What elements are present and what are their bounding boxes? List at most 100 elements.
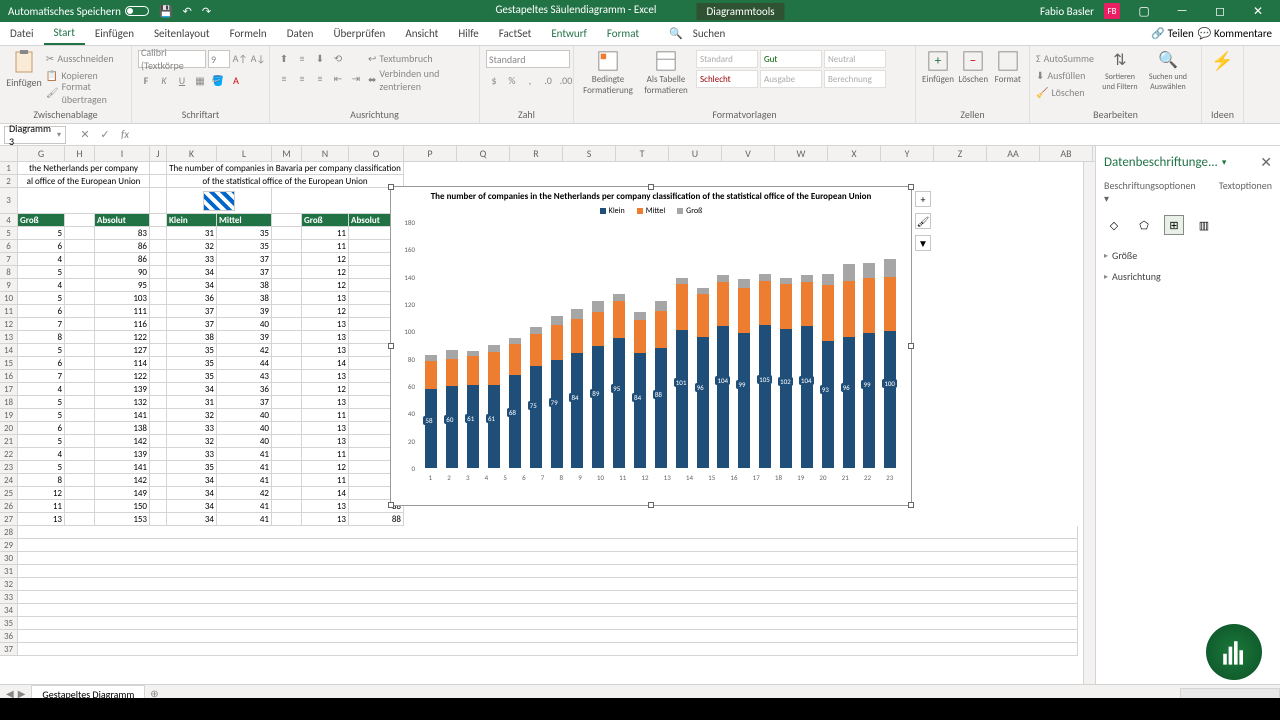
orientation-icon[interactable]: ⟲ [330, 50, 346, 66]
style-neutral[interactable]: Neutral [824, 50, 886, 68]
clear-button[interactable]: 🧹 Löschen [1036, 84, 1094, 101]
panel-tab-text-opts[interactable]: Textoptionen [1219, 179, 1272, 205]
tab-überprüfen[interactable]: Überprüfen [323, 22, 395, 45]
ideas-button[interactable]: ⚡ [1208, 50, 1237, 72]
col-header[interactable]: V [722, 146, 775, 161]
delete-cells-button[interactable]: −Löschen [958, 50, 989, 85]
chart-plot-area[interactable]: 020406080100120140160180 58 60 61 61 68 [421, 222, 901, 482]
bold-icon[interactable]: F [138, 72, 154, 88]
col-header[interactable]: I [95, 146, 150, 161]
embedded-chart[interactable]: + 🖌 ▼ The number of companies in the Net… [390, 186, 912, 506]
style-schlecht[interactable]: Schlecht [696, 70, 758, 88]
cond-format-button[interactable]: Bedingte Formatierung [580, 50, 636, 96]
fx-icon[interactable]: fx [116, 126, 134, 144]
style-standard[interactable]: Standard [696, 50, 758, 68]
enter-formula-icon[interactable]: ✓ [96, 126, 114, 144]
tab-einfügen[interactable]: Einfügen [85, 22, 144, 45]
col-header[interactable]: W [775, 146, 828, 161]
style-ausgabe[interactable]: Ausgabe [760, 70, 822, 88]
align-center-icon[interactable]: ≡ [294, 70, 310, 86]
border-icon[interactable]: ▦ [192, 72, 208, 88]
decrease-font-icon[interactable]: A↓ [250, 50, 266, 66]
col-header[interactable]: H [65, 146, 95, 161]
col-header[interactable]: AA [987, 146, 1040, 161]
col-header[interactable]: J [150, 146, 167, 161]
increase-font-icon[interactable]: A↑ [232, 50, 248, 66]
merge-button[interactable]: ⬌ Verbinden und zentrieren [368, 71, 473, 88]
align-left-icon[interactable]: ≡ [276, 70, 292, 86]
indent-dec-icon[interactable]: ⇤ [330, 70, 346, 86]
font-color-icon[interactable]: A [228, 72, 244, 88]
col-header[interactable]: N [302, 146, 349, 161]
user-name[interactable]: Fabio Basler [1040, 5, 1094, 18]
col-header[interactable]: Z [934, 146, 987, 161]
col-header[interactable]: Y [881, 146, 934, 161]
maximize-icon[interactable]: ◻ [1206, 4, 1234, 19]
redo-icon[interactable]: ↷ [202, 5, 211, 18]
sort-filter-button[interactable]: ⇅Sortieren und Filtern [1098, 50, 1142, 92]
wrap-text-button[interactable]: ↩ Textumbruch [368, 50, 473, 67]
comments-button[interactable]: 💬 Kommentare [1198, 27, 1272, 40]
inc-dec-icon[interactable]: .0 [540, 72, 556, 88]
col-header[interactable]: L [217, 146, 272, 161]
col-header[interactable]: G [18, 146, 65, 161]
find-select-button[interactable]: 🔍Suchen und Auswählen [1146, 50, 1190, 92]
label-opts-icon[interactable]: ▥ [1194, 215, 1214, 235]
dec-dec-icon[interactable]: .00 [558, 72, 574, 88]
italic-icon[interactable]: K [156, 72, 172, 88]
vertical-scrollbar[interactable] [1083, 162, 1095, 684]
tab-factset[interactable]: FactSet [489, 22, 542, 45]
cancel-formula-icon[interactable]: ✕ [76, 126, 94, 144]
number-format-select[interactable]: Standard [486, 50, 570, 68]
comma-icon[interactable]: , [522, 72, 538, 88]
align-right-icon[interactable]: ≡ [312, 70, 328, 86]
style-gut[interactable]: Gut [760, 50, 822, 68]
tab-datei[interactable]: Datei [0, 22, 44, 45]
user-avatar[interactable]: FB [1104, 3, 1120, 19]
save-icon[interactable]: 💾 [159, 5, 173, 18]
minimize-icon[interactable]: — [1168, 4, 1196, 18]
chart-legend[interactable]: KleinMittelGroß [391, 206, 911, 216]
chart-filters-button[interactable]: ▼ [915, 235, 931, 251]
search-input[interactable]: Suchen [683, 22, 736, 45]
autosave-toggle[interactable]: Automatisches Speichern [8, 5, 149, 18]
tab-format[interactable]: Format [597, 22, 649, 45]
tab-formeln[interactable]: Formeln [220, 22, 277, 45]
col-header[interactable]: K [167, 146, 217, 161]
panel-close-icon[interactable]: ✕ [1260, 154, 1272, 171]
col-header[interactable]: X [828, 146, 881, 161]
font-name-select[interactable]: Calibri (Textkörpe [138, 50, 206, 68]
formula-input[interactable] [138, 126, 1280, 144]
fill-button[interactable]: ⬇ Ausfüllen [1036, 67, 1094, 84]
tab-entwurf[interactable]: Entwurf [541, 22, 597, 45]
col-header[interactable]: S [563, 146, 616, 161]
size-props-icon[interactable]: ⊞ [1164, 215, 1184, 235]
tab-daten[interactable]: Daten [277, 22, 324, 45]
align-mid-icon[interactable]: ≡ [294, 50, 310, 66]
table-format-button[interactable]: Als Tabelle formatieren [640, 50, 692, 96]
name-box[interactable]: Diagramm 3 [4, 126, 66, 144]
col-header[interactable]: AB [1040, 146, 1093, 161]
ribbon-options-icon[interactable]: ▢ [1130, 4, 1158, 19]
tab-start[interactable]: Start [44, 22, 85, 45]
align-bot-icon[interactable]: ⬇ [312, 50, 328, 66]
col-header[interactable]: R [510, 146, 563, 161]
col-header[interactable]: T [616, 146, 669, 161]
panel-section-align[interactable]: Ausrichtung [1104, 266, 1272, 287]
autosum-button[interactable]: Σ AutoSumme [1036, 50, 1094, 67]
font-size-select[interactable]: 9 [208, 50, 230, 68]
fill-color-icon[interactable]: 🪣 [210, 72, 226, 88]
col-header[interactable]: U [669, 146, 722, 161]
worksheet[interactable]: GHIJKLMNOPQRSTUVWXYZAAAB 1the Netherland… [0, 146, 1095, 684]
indent-inc-icon[interactable]: ⇥ [348, 70, 364, 86]
fill-line-icon[interactable]: ◇ [1104, 215, 1124, 235]
tab-ansicht[interactable]: Ansicht [395, 22, 448, 45]
style-berechnung[interactable]: Berechnung [824, 70, 886, 88]
paste-button[interactable]: Einfügen [6, 50, 42, 89]
panel-tab-label-opts[interactable]: Beschriftungsoptionen ▾ [1104, 179, 1203, 205]
chart-elements-button[interactable]: + [915, 191, 931, 207]
col-header[interactable]: Q [457, 146, 510, 161]
undo-icon[interactable]: ↶ [183, 5, 192, 18]
format-cells-button[interactable]: Format [992, 50, 1023, 85]
underline-icon[interactable]: U [174, 72, 190, 88]
